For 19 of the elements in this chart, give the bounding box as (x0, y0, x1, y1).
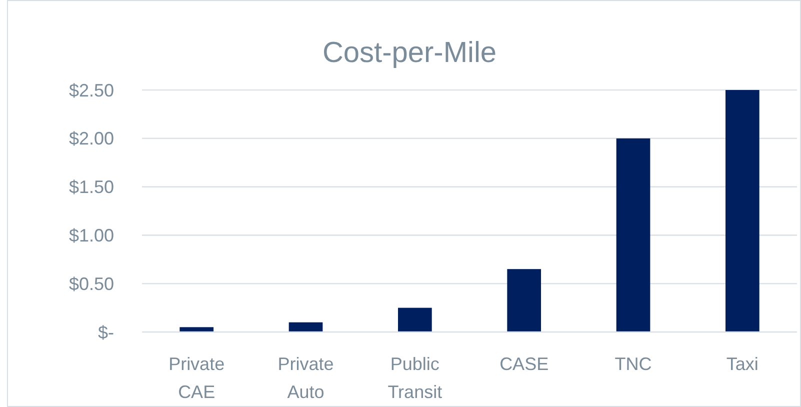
bar (288, 322, 323, 332)
x-tick-label: Public Transit (388, 354, 442, 402)
x-tick-label: Private CAE (168, 354, 225, 402)
bar (180, 327, 214, 332)
y-tick-label: $2.00 (68, 128, 114, 149)
chart-title: Cost-per-Mile (322, 37, 497, 69)
bar (398, 308, 432, 332)
y-tick-label: $- (98, 322, 114, 342)
bar (616, 138, 650, 332)
x-tick-label: CASE (500, 354, 549, 374)
x-tick-label: Taxi (726, 354, 758, 374)
x-tick-label: TNC (614, 354, 652, 374)
y-tick-label: $0.50 (68, 274, 114, 294)
y-tick-label: $1.00 (68, 226, 114, 246)
bar (725, 90, 760, 332)
x-tick-label: Private Auto (278, 354, 334, 402)
y-tick-label: $1.50 (68, 177, 114, 198)
bar (507, 269, 542, 332)
y-tick-label: $2.50 (68, 80, 114, 100)
